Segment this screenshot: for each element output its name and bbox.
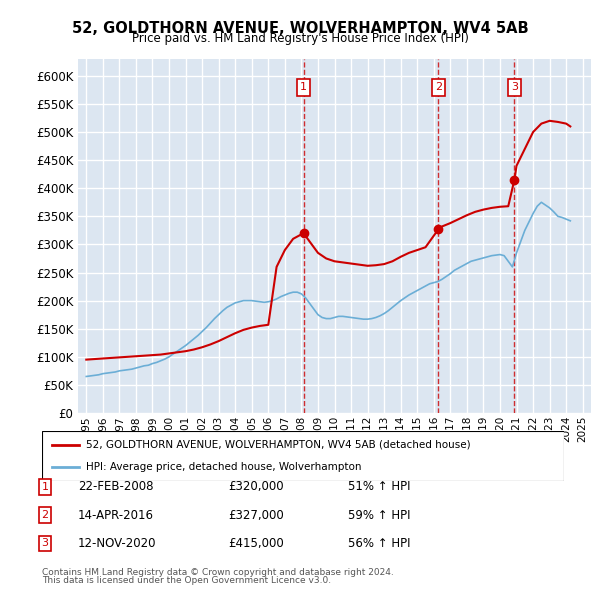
Text: £320,000: £320,000 [228,480,284,493]
Text: 52, GOLDTHORN AVENUE, WOLVERHAMPTON, WV4 5AB: 52, GOLDTHORN AVENUE, WOLVERHAMPTON, WV4… [71,21,529,35]
Text: £327,000: £327,000 [228,509,284,522]
Text: 51% ↑ HPI: 51% ↑ HPI [348,480,410,493]
Text: 1: 1 [41,482,49,491]
Text: 1: 1 [300,83,307,92]
Text: 12-NOV-2020: 12-NOV-2020 [78,537,157,550]
Text: 52, GOLDTHORN AVENUE, WOLVERHAMPTON, WV4 5AB (detached house): 52, GOLDTHORN AVENUE, WOLVERHAMPTON, WV4… [86,440,471,450]
Text: £415,000: £415,000 [228,537,284,550]
Text: 22-FEB-2008: 22-FEB-2008 [78,480,154,493]
Text: HPI: Average price, detached house, Wolverhampton: HPI: Average price, detached house, Wolv… [86,462,362,472]
Text: 14-APR-2016: 14-APR-2016 [78,509,154,522]
Text: 2: 2 [41,510,49,520]
Text: 3: 3 [511,83,518,92]
Text: Contains HM Land Registry data © Crown copyright and database right 2024.: Contains HM Land Registry data © Crown c… [42,568,394,577]
FancyBboxPatch shape [42,431,564,481]
Text: 59% ↑ HPI: 59% ↑ HPI [348,509,410,522]
Text: 2: 2 [435,83,442,92]
Text: 3: 3 [41,539,49,548]
Text: This data is licensed under the Open Government Licence v3.0.: This data is licensed under the Open Gov… [42,576,331,585]
Text: Price paid vs. HM Land Registry's House Price Index (HPI): Price paid vs. HM Land Registry's House … [131,32,469,45]
Text: 56% ↑ HPI: 56% ↑ HPI [348,537,410,550]
